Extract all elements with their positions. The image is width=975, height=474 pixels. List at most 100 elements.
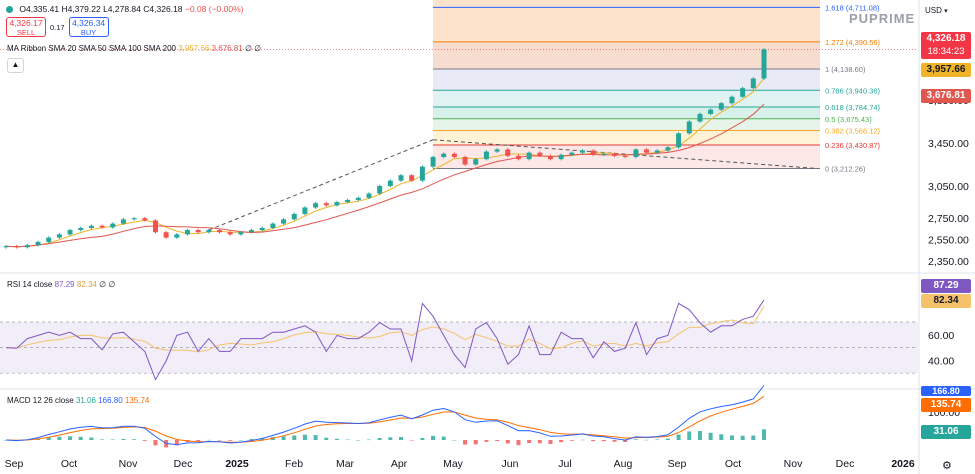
fib-label: 1 (4,138.60) — [825, 65, 866, 74]
buy-button[interactable]: 4,326.34 BUY — [68, 17, 109, 37]
ohlc-high: H4,379.22 — [61, 4, 101, 14]
rsi-legend-v2: 82.34 — [76, 280, 97, 289]
macd-hist-bar — [729, 435, 734, 440]
macd-hist-bar — [495, 440, 500, 441]
time-tick-label: Apr — [391, 458, 408, 470]
candle — [46, 237, 52, 242]
price-tick-label: 3,450.00 — [928, 138, 969, 150]
candle — [270, 223, 276, 228]
macd-legend-v1: 31.06 — [75, 396, 96, 405]
macd-hist-bar — [89, 437, 94, 440]
candle — [217, 230, 223, 233]
rsi-pane: 60.00 40.00 — [0, 299, 954, 381]
time-tick-label: Jun — [502, 458, 519, 470]
ma-legend-v2: 3,676.81 — [211, 44, 243, 53]
ma-legend[interactable]: MA Ribbon SMA 20 SMA 50 SMA 100 SMA 200 … — [7, 44, 261, 53]
macd-hist-bar — [174, 440, 179, 446]
macd-hist-bar — [260, 438, 265, 440]
macd-hist-bar — [345, 439, 350, 441]
currency-selector[interactable]: USD ▾ — [921, 4, 961, 18]
candle — [558, 154, 564, 160]
macd-hist-bar — [110, 439, 115, 440]
candle — [430, 156, 436, 167]
macd-pane: 100.00 — [4, 385, 960, 448]
fib-bands — [0, 0, 918, 170]
fib-band — [433, 118, 820, 131]
candle — [24, 245, 30, 248]
time-axis: Sep Oct Nov Dec 2025 Feb Mar Apr May Jun Jul Aug Sep… — [5, 458, 915, 470]
ma-legend-v3: ∅ — [244, 44, 252, 53]
ma-legend-v1: 3,957.66 — [178, 44, 210, 53]
candle — [761, 49, 767, 79]
candle — [441, 153, 447, 157]
candle — [249, 230, 255, 233]
ohlc-low: L4,278.84 — [103, 4, 141, 14]
macd-hist-bar — [313, 435, 318, 440]
rsi-legend-label: RSI 14 close — [7, 280, 53, 289]
macd-hist-bar — [100, 439, 105, 440]
macd-hist-bar — [687, 431, 692, 440]
candle — [227, 232, 233, 235]
time-tick-label: Nov — [784, 458, 803, 470]
candle — [387, 180, 393, 186]
candle — [409, 175, 415, 181]
candle — [35, 241, 41, 246]
macd-legend-v2: 166.80 — [98, 396, 123, 405]
candle — [195, 230, 201, 233]
candle — [313, 203, 319, 208]
fib-band — [433, 130, 820, 146]
fib-band — [433, 41, 820, 69]
collapse-legend-button[interactable]: ▲ — [7, 58, 24, 73]
macd-hist-bar — [548, 440, 553, 444]
candle — [537, 152, 543, 156]
settings-gear-icon[interactable]: ⚙ — [942, 460, 952, 472]
candle — [163, 232, 169, 238]
last-price-label: 4,326.18 18:34:23 — [921, 32, 971, 59]
sma20-price-label: 3,957.66 — [921, 63, 971, 77]
candle — [505, 149, 511, 156]
macd-hist-bar — [751, 435, 756, 440]
candle — [78, 227, 84, 231]
candle — [729, 96, 735, 104]
candle — [644, 149, 650, 153]
candle — [419, 166, 425, 181]
candle — [131, 218, 137, 220]
time-tick-label: Aug — [614, 458, 633, 470]
candle — [142, 218, 148, 221]
macd-hist-bar — [559, 440, 564, 443]
macd-hist-bar — [377, 438, 382, 440]
macd-hist-bar — [676, 434, 681, 440]
trade-panel: 4,326.17 SELL 0.17 4,326.34 BUY — [6, 17, 109, 37]
rsi-legend[interactable]: RSI 14 close 87.29 82.34 ∅ ∅ — [7, 280, 115, 289]
macd-hist-bar — [292, 435, 297, 440]
sell-button[interactable]: 4,326.17 SELL — [6, 17, 46, 37]
fib-band — [433, 0, 820, 8]
macd-line — [5, 385, 765, 446]
ohlc-open: O4,335.41 — [19, 4, 60, 14]
macd-hist-bar — [228, 440, 233, 441]
fib-band — [433, 107, 820, 119]
candle — [547, 155, 553, 160]
rsi-tick-label: 60.00 — [928, 330, 954, 342]
macd-hist-bar — [249, 438, 254, 440]
macd-hist-bar — [121, 438, 126, 440]
sell-price: 4,326.17 — [9, 18, 43, 28]
candlesticks — [3, 48, 767, 249]
candle — [334, 202, 340, 206]
macd-legend[interactable]: MACD 12 26 close 31.06 166.80 135.74 — [7, 396, 149, 405]
candle — [526, 152, 532, 160]
rsi-tick-label: 40.00 — [928, 355, 954, 367]
macd-hist-bar — [665, 438, 670, 440]
macd-hist-bar — [132, 439, 137, 440]
rsi-legend-v1: 87.29 — [54, 280, 75, 289]
fib-label: 0.5 (3,675.43) — [825, 115, 872, 124]
trend-line — [433, 139, 819, 170]
rsi-ma-line — [5, 305, 765, 353]
ma-legend-label: MA Ribbon SMA 20 SMA 50 SMA 100 SMA 200 — [7, 44, 176, 53]
candle — [174, 234, 180, 238]
macd-hist-bar — [537, 440, 542, 444]
macd-hist-bar — [334, 438, 339, 440]
chevron-down-icon: ▾ — [944, 8, 948, 15]
rsi-legend-v3: ∅ — [99, 280, 107, 289]
